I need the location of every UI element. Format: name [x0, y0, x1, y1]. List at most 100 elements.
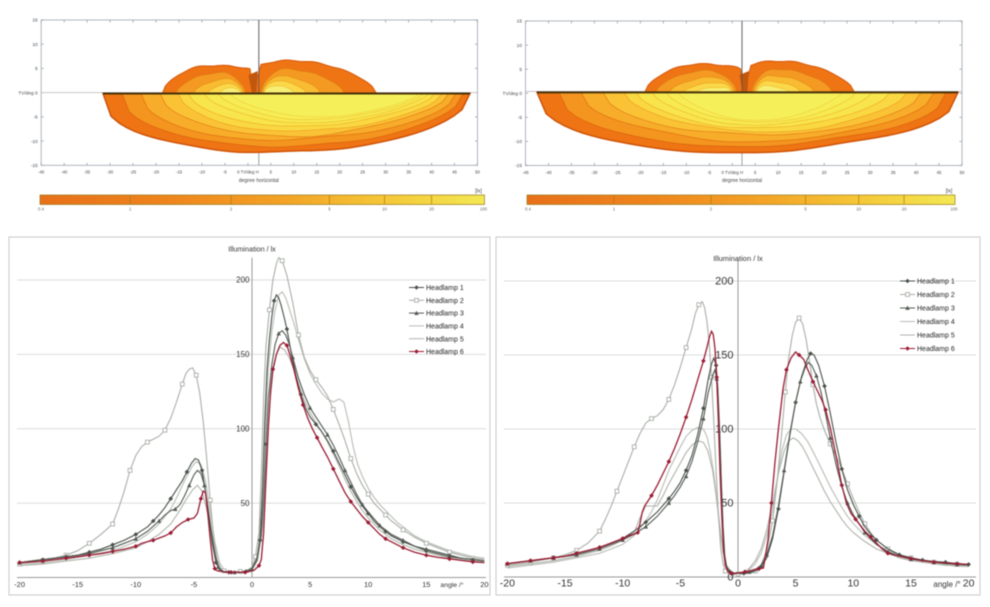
svg-text:5: 5	[35, 66, 38, 72]
svg-text:10: 10	[856, 207, 861, 212]
svg-text:Headlamp 1: Headlamp 1	[426, 285, 464, 292]
svg-text:-10: -10	[683, 170, 690, 175]
svg-text:-10: -10	[199, 170, 206, 175]
svg-text:[lx]: [lx]	[946, 189, 953, 195]
svg-text:-45: -45	[38, 170, 45, 175]
svg-text:10: 10	[517, 43, 523, 49]
svg-text:10: 10	[364, 580, 372, 589]
svg-text:[lx]: [lx]	[475, 189, 482, 195]
svg-text:150: 150	[236, 350, 250, 359]
svg-text:5: 5	[793, 578, 799, 590]
svg-text:Headlamp 6: Headlamp 6	[917, 346, 955, 353]
svg-text:35: 35	[891, 170, 896, 175]
svg-text:-5: -5	[707, 170, 711, 175]
svg-text:-15: -15	[176, 170, 183, 175]
svg-text:100: 100	[236, 425, 250, 434]
svg-text:TV/deg 0: TV/deg 0	[18, 90, 38, 96]
svg-text:-25: -25	[130, 170, 137, 175]
svg-text:1: 1	[129, 207, 132, 212]
svg-text:-20: -20	[14, 580, 25, 589]
svg-text:Illumination / lx: Illumination / lx	[713, 254, 763, 263]
svg-text:30: 30	[868, 170, 873, 175]
svg-text:10: 10	[382, 207, 387, 212]
svg-text:-5: -5	[223, 170, 227, 175]
svg-text:-10: -10	[31, 139, 38, 145]
svg-text:-40: -40	[61, 170, 68, 175]
svg-text:-20: -20	[500, 578, 515, 590]
svg-text:-5: -5	[33, 115, 38, 121]
svg-text:2: 2	[710, 207, 713, 212]
svg-text:45: 45	[937, 170, 942, 175]
svg-text:-45: -45	[522, 170, 529, 175]
svg-text:-30: -30	[591, 170, 598, 175]
svg-text:5: 5	[308, 580, 312, 589]
svg-text:-10: -10	[130, 580, 141, 589]
svg-text:15: 15	[314, 170, 319, 175]
svg-text:0 TV/deg H: 0 TV/deg H	[721, 170, 743, 175]
svg-text:Headlamp 1: Headlamp 1	[917, 279, 955, 286]
svg-text:angle /°: angle /°	[933, 580, 960, 589]
svg-text:50: 50	[960, 170, 965, 175]
svg-text:Headlamp 3: Headlamp 3	[917, 306, 955, 313]
svg-text:-10: -10	[615, 578, 630, 590]
svg-text:200: 200	[236, 276, 250, 285]
svg-text:100: 100	[480, 207, 488, 212]
svg-text:-5: -5	[518, 115, 523, 121]
svg-text:Headlamp 4: Headlamp 4	[426, 324, 464, 331]
svg-text:35: 35	[406, 170, 411, 175]
svg-text:0: 0	[250, 580, 254, 589]
svg-text:-10: -10	[515, 139, 522, 145]
svg-text:-35: -35	[84, 170, 91, 175]
svg-text:20: 20	[429, 207, 434, 212]
svg-text:20: 20	[822, 170, 827, 175]
svg-text:-20: -20	[153, 170, 160, 175]
svg-text:Headlamp 2: Headlamp 2	[917, 292, 955, 299]
svg-text:-15: -15	[660, 170, 667, 175]
svg-text:40: 40	[914, 170, 919, 175]
svg-text:15: 15	[422, 580, 430, 589]
svg-text:0 TV/deg H: 0 TV/deg H	[237, 170, 259, 175]
svg-text:-35: -35	[568, 170, 575, 175]
svg-text:15: 15	[905, 578, 917, 590]
svg-text:-5: -5	[676, 578, 685, 590]
svg-text:10: 10	[776, 170, 781, 175]
svg-text:20: 20	[480, 580, 488, 589]
svg-text:5: 5	[270, 170, 273, 175]
svg-text:50: 50	[475, 170, 480, 175]
svg-text:10: 10	[291, 170, 296, 175]
svg-text:30: 30	[383, 170, 388, 175]
svg-text:100: 100	[950, 207, 958, 212]
svg-text:20: 20	[902, 207, 907, 212]
svg-text:Headlamp 3: Headlamp 3	[426, 311, 464, 318]
svg-text:-25: -25	[614, 170, 621, 175]
svg-text:25: 25	[360, 170, 365, 175]
svg-text:10: 10	[32, 42, 38, 48]
svg-text:200: 200	[715, 276, 733, 288]
svg-text:15: 15	[517, 19, 523, 25]
svg-text:5: 5	[519, 67, 522, 73]
svg-text:Headlamp 6: Headlamp 6	[426, 349, 464, 356]
svg-text:0: 0	[727, 572, 733, 584]
svg-text:-5: -5	[191, 580, 198, 589]
svg-text:10: 10	[847, 578, 859, 590]
svg-text:-15: -15	[31, 163, 38, 169]
svg-text:20: 20	[337, 170, 342, 175]
svg-text:Illumination / lx: Illumination / lx	[228, 245, 276, 254]
svg-text:-30: -30	[107, 170, 114, 175]
svg-text:0: 0	[735, 578, 741, 590]
svg-text:Headlamp 5: Headlamp 5	[426, 336, 464, 343]
svg-text:0.4: 0.4	[525, 207, 532, 212]
svg-text:15: 15	[799, 170, 804, 175]
svg-text:5: 5	[804, 207, 807, 212]
svg-text:degree horizontal: degree horizontal	[239, 178, 279, 184]
svg-text:50: 50	[721, 498, 733, 510]
svg-text:150: 150	[715, 350, 733, 362]
svg-text:-40: -40	[545, 170, 552, 175]
svg-text:-20: -20	[637, 170, 644, 175]
svg-text:Headlamp 2: Headlamp 2	[426, 298, 464, 305]
svg-text:-15: -15	[72, 580, 83, 589]
svg-text:40: 40	[429, 170, 434, 175]
svg-text:angle /°: angle /°	[440, 581, 463, 589]
svg-text:25: 25	[845, 170, 850, 175]
svg-text:5: 5	[754, 170, 757, 175]
